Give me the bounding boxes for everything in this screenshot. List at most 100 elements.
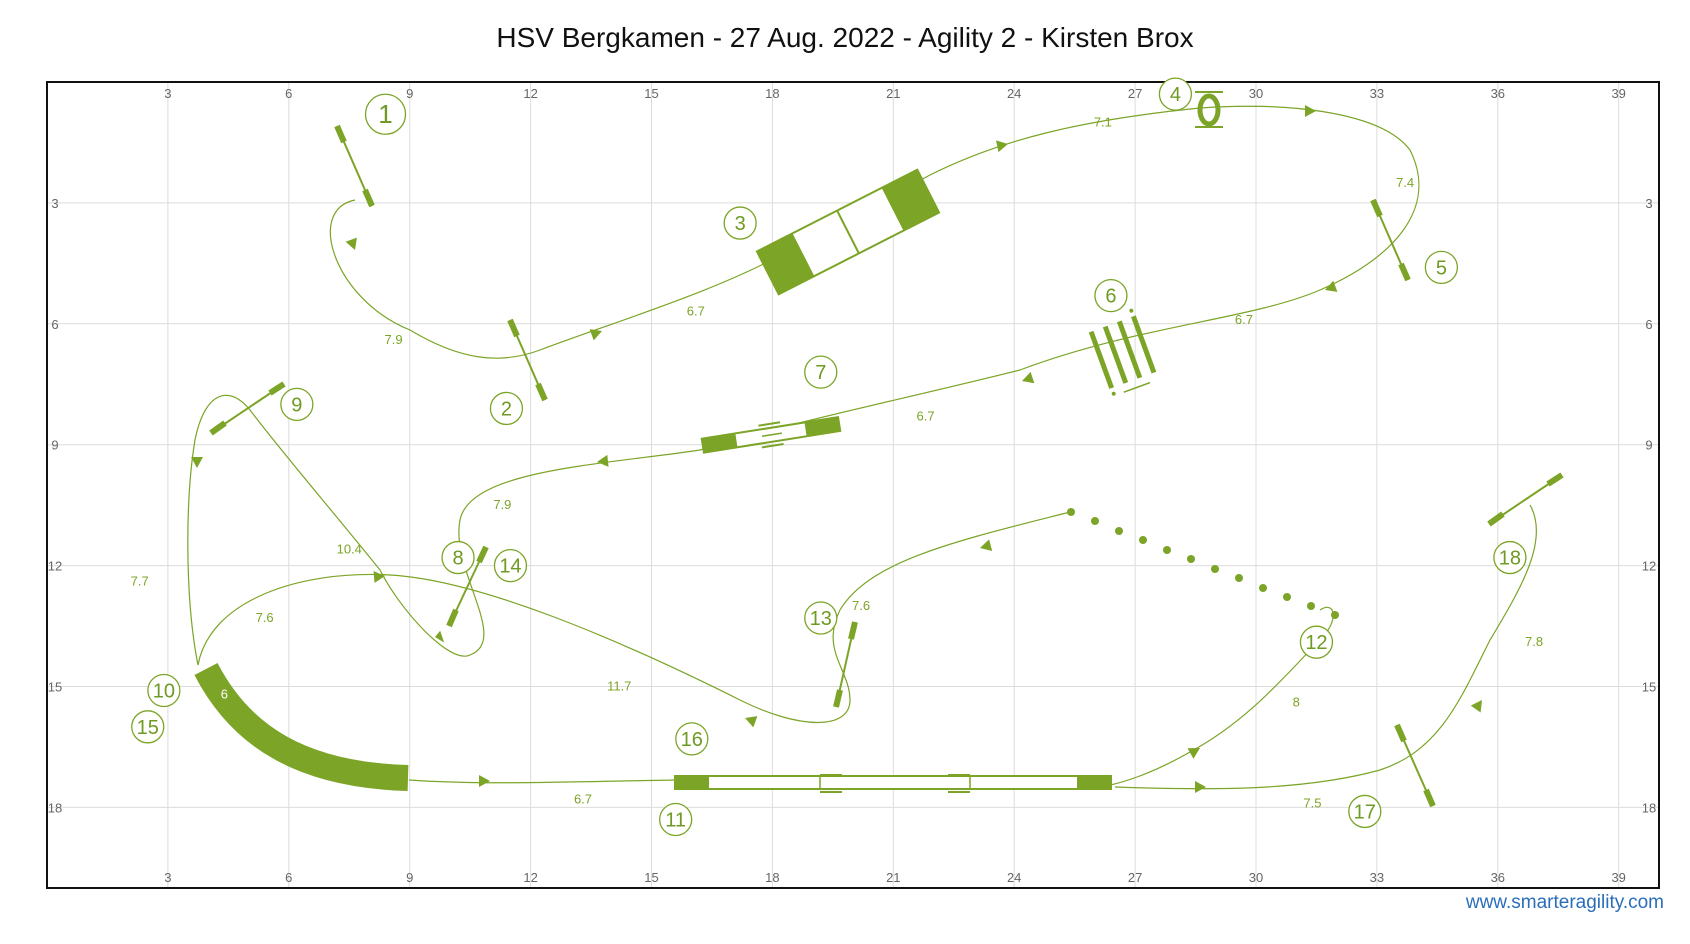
x-tick-top: 30 xyxy=(1249,86,1263,101)
number-circle xyxy=(1094,278,1128,313)
distance-labels: 7.9 6.7 7.1 7.4 6.7 6.7 7.9 10.4 7.7 7.6 11.7 7.6 8 6… xyxy=(131,114,1543,810)
seesaw-7 xyxy=(700,415,842,454)
jump-5 xyxy=(1370,198,1411,282)
jump-2 xyxy=(507,318,548,402)
obstacles xyxy=(194,91,1564,808)
distance-label: 6.7 xyxy=(574,791,592,806)
obstacle-number-15: 15 xyxy=(131,710,165,744)
tire-4 xyxy=(1195,91,1223,128)
y-tick-right: 6 xyxy=(1645,317,1652,332)
y-tick-left: 6 xyxy=(51,317,58,332)
number-circle xyxy=(1299,625,1334,659)
number-circle xyxy=(441,540,475,575)
number-label: 4 xyxy=(1170,84,1181,106)
jump-9 xyxy=(209,381,286,436)
distance-label: 8 xyxy=(1293,695,1300,710)
obstacle-number-11: 11 xyxy=(659,802,693,837)
number-label: 3 xyxy=(735,213,746,235)
y-tick-right: 15 xyxy=(1642,680,1656,695)
x-tick-bottom: 3 xyxy=(164,870,171,885)
y-tick-left: 15 xyxy=(48,680,62,695)
obstacle-number-16: 16 xyxy=(675,722,709,756)
distance-label: 7.6 xyxy=(852,598,870,613)
number-label: 18 xyxy=(1499,548,1521,570)
number-circle xyxy=(1424,250,1459,285)
distance-label: 6 xyxy=(221,687,228,702)
x-tick-bottom: 18 xyxy=(765,870,779,885)
x-tick-top: 36 xyxy=(1491,86,1505,101)
obstacle-number-9: 9 xyxy=(280,387,314,422)
tunnel-10 xyxy=(194,662,409,791)
x-tick-top: 15 xyxy=(644,86,658,101)
x-tick-top: 33 xyxy=(1370,86,1384,101)
jump-14 xyxy=(446,545,489,628)
x-tick-top: 27 xyxy=(1128,86,1142,101)
y-tick-left: 3 xyxy=(51,196,58,211)
number-label: 11 xyxy=(665,809,686,831)
distance-label: 10.4 xyxy=(337,541,362,556)
distance-label: 7.6 xyxy=(256,610,274,625)
obstacle-number-13: 13 xyxy=(804,601,838,635)
x-tick-top: 21 xyxy=(886,86,900,101)
number-label: 6 xyxy=(1105,286,1116,308)
number-circle xyxy=(675,722,709,756)
number-circle xyxy=(659,802,693,837)
number-label: 17 xyxy=(1354,801,1376,823)
x-tick-bottom: 30 xyxy=(1249,870,1263,885)
page-title: HSV Bergkamen - 27 Aug. 2022 - Agility 2… xyxy=(496,22,1194,53)
obstacle-number-2: 2 xyxy=(489,391,524,426)
x-tick-bottom: 9 xyxy=(406,870,413,885)
number-label: 12 xyxy=(1305,632,1327,654)
number-circle xyxy=(131,710,165,744)
x-tick-top: 39 xyxy=(1611,86,1625,101)
obstacle-number-14: 14 xyxy=(493,548,528,583)
number-label: 5 xyxy=(1436,257,1447,279)
axis-ticks: 3366991212151518182121242427273030333336… xyxy=(48,86,1656,885)
number-label: 9 xyxy=(291,394,302,416)
x-tick-top: 9 xyxy=(406,86,413,101)
obstacle-number-7: 7 xyxy=(804,355,838,389)
x-tick-bottom: 33 xyxy=(1370,870,1384,885)
y-tick-left: 18 xyxy=(48,800,62,815)
y-tick-left: 9 xyxy=(51,438,58,453)
y-tick-right: 3 xyxy=(1645,196,1652,211)
obstacle-number-6: 6 xyxy=(1094,278,1128,313)
number-circle xyxy=(723,206,757,240)
number-circle xyxy=(147,673,181,708)
jump-17 xyxy=(1394,723,1436,808)
dog-path xyxy=(187,105,1538,793)
obstacle-number-5: 5 xyxy=(1424,250,1459,285)
number-circle xyxy=(493,548,528,583)
distance-label: 6.7 xyxy=(917,408,935,423)
jump-1 xyxy=(334,124,375,208)
number-label: 8 xyxy=(452,548,463,570)
x-tick-bottom: 12 xyxy=(523,870,537,885)
obstacle-number-4: 4 xyxy=(1158,77,1193,111)
number-label: 16 xyxy=(681,729,703,751)
number-label: 7 xyxy=(815,362,826,384)
number-circle xyxy=(364,93,407,135)
number-label: 2 xyxy=(501,398,512,420)
x-tick-top: 12 xyxy=(523,86,537,101)
y-tick-right: 9 xyxy=(1645,438,1652,453)
y-tick-right: 18 xyxy=(1642,800,1656,815)
obstacle-number-3: 3 xyxy=(723,206,757,240)
obstacle-number-17: 17 xyxy=(1348,794,1382,829)
x-tick-bottom: 36 xyxy=(1491,870,1505,885)
x-tick-bottom: 24 xyxy=(1007,870,1021,885)
x-tick-bottom: 21 xyxy=(886,870,900,885)
distance-label: 6.7 xyxy=(687,304,705,319)
footer-link[interactable]: www.smarteragility.com xyxy=(1465,892,1664,913)
weave-12 xyxy=(1067,508,1339,619)
triple-jump-6 xyxy=(1088,308,1157,396)
obstacle-number-1: 1 xyxy=(364,93,407,135)
distance-label: 11.7 xyxy=(607,679,631,694)
number-circle xyxy=(1348,794,1382,829)
distance-label: 6.7 xyxy=(1235,312,1253,327)
x-tick-top: 18 xyxy=(765,86,779,101)
obstacle-number-8: 8 xyxy=(441,540,475,575)
distance-label: 7.9 xyxy=(385,332,403,347)
distance-label: 7.8 xyxy=(1525,634,1543,649)
